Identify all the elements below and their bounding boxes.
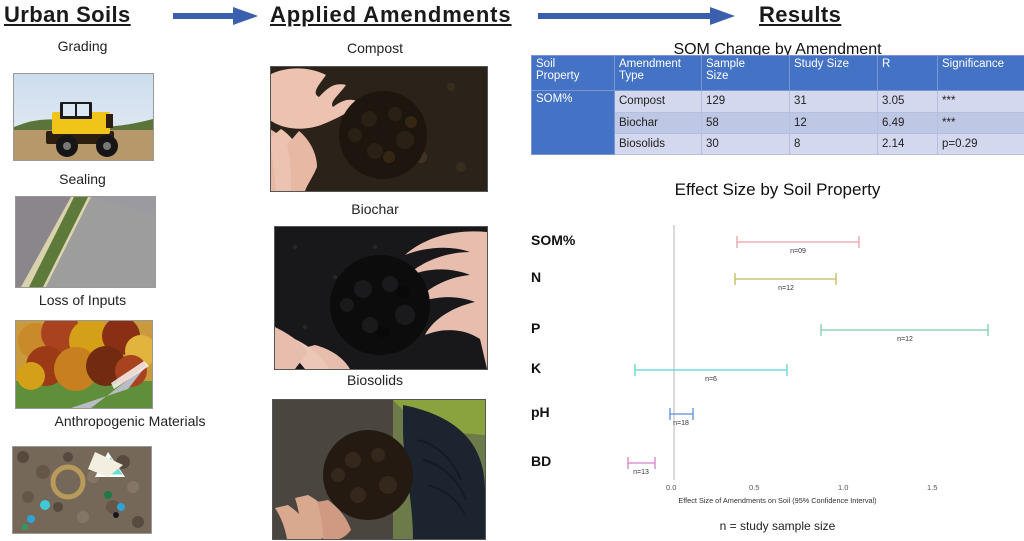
svg-text:n=13: n=13 xyxy=(633,469,649,476)
svg-text:n=09: n=09 xyxy=(790,248,806,255)
svg-text:n=12: n=12 xyxy=(778,285,794,292)
svg-text:n=18: n=18 xyxy=(673,420,689,427)
svg-text:n=6: n=6 xyxy=(705,376,717,383)
svg-text:n=12: n=12 xyxy=(897,336,913,343)
